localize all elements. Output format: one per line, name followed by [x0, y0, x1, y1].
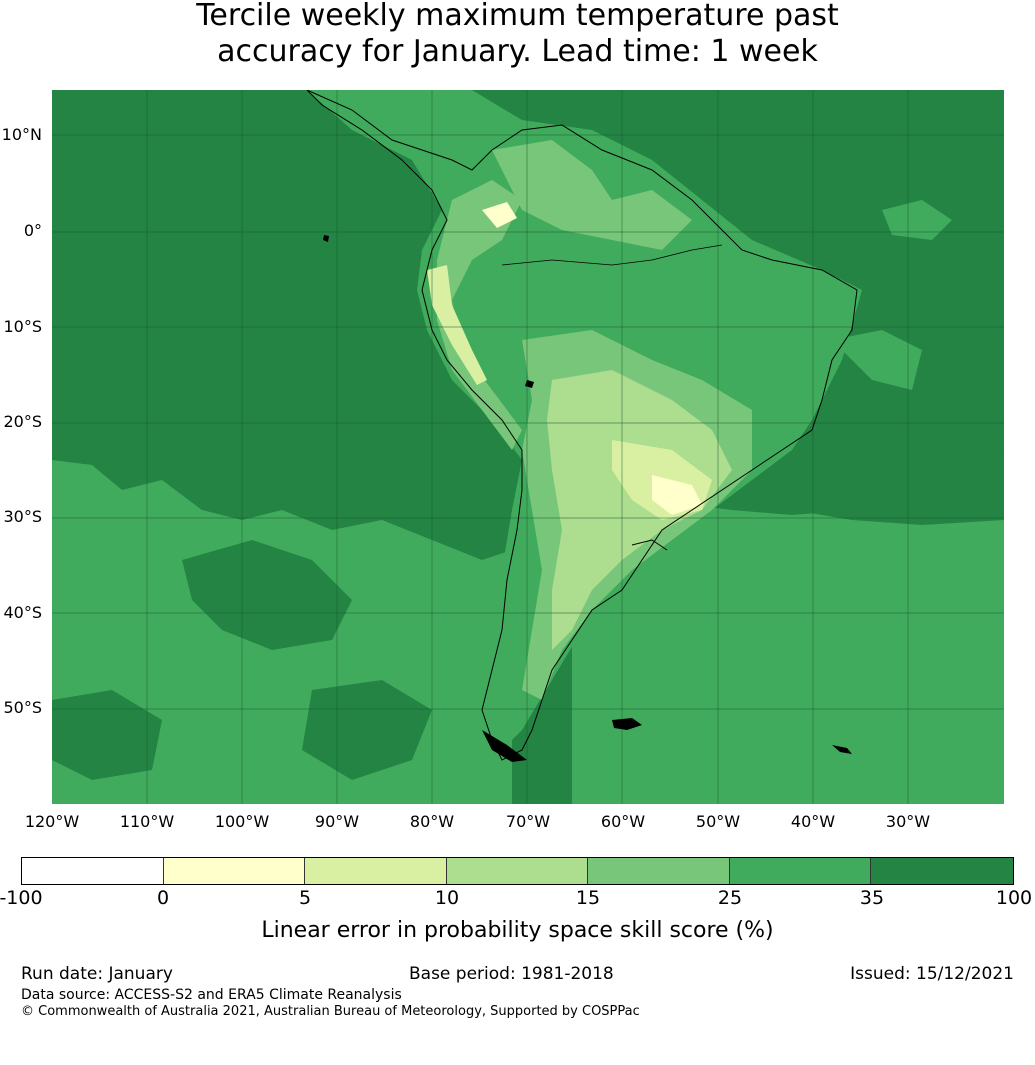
south-atlantic-dark-patch: [782, 440, 1004, 525]
falkland-islands: [612, 718, 642, 730]
lon-label-70w: 70°W: [505, 812, 551, 831]
lon-label-30w: 30°W: [885, 812, 931, 831]
run-date: Run date: January: [21, 964, 173, 984]
colorbar-tick-15: 15: [575, 887, 601, 909]
colorbar-tick-0: 0: [156, 887, 170, 909]
lat-label-30s: 30°S: [3, 507, 42, 526]
graticule: [52, 90, 1004, 804]
colorbar-tick-35: 35: [859, 887, 885, 909]
lat-label-10s: 10°S: [3, 317, 42, 336]
colorbar-label: Linear error in probability space skill …: [261, 918, 774, 943]
copyright-notice: © Commonwealth of Australia 2021, Austra…: [21, 1004, 640, 1019]
lon-label-90w: 90°W: [314, 812, 360, 831]
colorbar-segment-5-10: [305, 858, 448, 884]
lon-label-50w: 50°W: [695, 812, 741, 831]
colorbar: [21, 857, 1014, 885]
lake-titicaca: [525, 380, 534, 388]
lon-label-60w: 60°W: [600, 812, 646, 831]
coastline: [306, 90, 858, 761]
amazon-river: [501, 244, 723, 266]
lat-label-50s: 50°S: [3, 698, 42, 717]
data-source: Data source: ACCESS-S2 and ERA5 Climate …: [21, 987, 402, 1003]
colorbar-segment-10-15: [447, 858, 588, 884]
south-georgia-island: [832, 745, 852, 754]
colorbar-segment-15-25: [587, 858, 730, 884]
north-atlantic-medium-skill-area: [882, 200, 952, 240]
lat-label-20s: 20°S: [3, 412, 42, 431]
rio-de-la-plata: [631, 539, 668, 551]
andes-north-low-skill-area: [482, 202, 517, 228]
south-atlantic-medium-skill-area: [572, 500, 1004, 804]
colorbar-segment-0-5: [163, 858, 306, 884]
colorbar-segment-25-35: [729, 858, 872, 884]
lon-label-80w: 80°W: [409, 812, 455, 831]
lon-label-100w: 100°W: [214, 812, 270, 831]
southern-pacific-dark-patch-3: [302, 680, 432, 780]
galapagos-islands: [323, 235, 329, 242]
base-period: Base period: 1981-2018: [409, 964, 614, 984]
tropical-atlantic-medium-skill-area: [832, 330, 922, 390]
lat-label-10n: 10°N: [1, 125, 42, 144]
skill-score-map: [52, 90, 1004, 804]
map-canvas: [52, 90, 1004, 804]
map-title-line-1: Tercile weekly maximum temperature past: [196, 0, 839, 33]
southern-pacific-dark-patch-2: [52, 690, 162, 780]
andes-light-skill-area: [437, 180, 522, 450]
colorbar-tick-10: 10: [434, 887, 460, 909]
colorbar-tick-5: 5: [298, 887, 312, 909]
tierra-del-fuego: [482, 730, 527, 762]
lon-label-120w: 120°W: [24, 812, 80, 831]
lat-label-0: 0°: [23, 221, 42, 240]
map-title-line-2: accuracy for January. Lead time: 1 week: [217, 34, 818, 69]
southern-pacific-dark-patch: [182, 540, 352, 650]
andes-coastal-low-skill-area: [427, 265, 487, 385]
northern-light-skill-area: [492, 140, 692, 250]
colorbar-tick-25: 25: [717, 887, 743, 909]
colorbar-segment-35-100: [871, 858, 1014, 884]
lon-label-110w: 110°W: [119, 812, 175, 831]
lon-label-40w: 40°W: [790, 812, 836, 831]
pampas-lowest-skill-area: [652, 475, 702, 515]
issued-date: Issued: 15/12/2021: [850, 964, 1014, 984]
lat-label-40s: 40°S: [3, 603, 42, 622]
colorbar-tick-neg100: -100: [0, 887, 43, 909]
colorbar-segment-neg100-0: [22, 858, 164, 884]
central-south-america-pale-skill-area: [547, 370, 732, 650]
colorbar-tick-100: 100: [995, 887, 1033, 909]
